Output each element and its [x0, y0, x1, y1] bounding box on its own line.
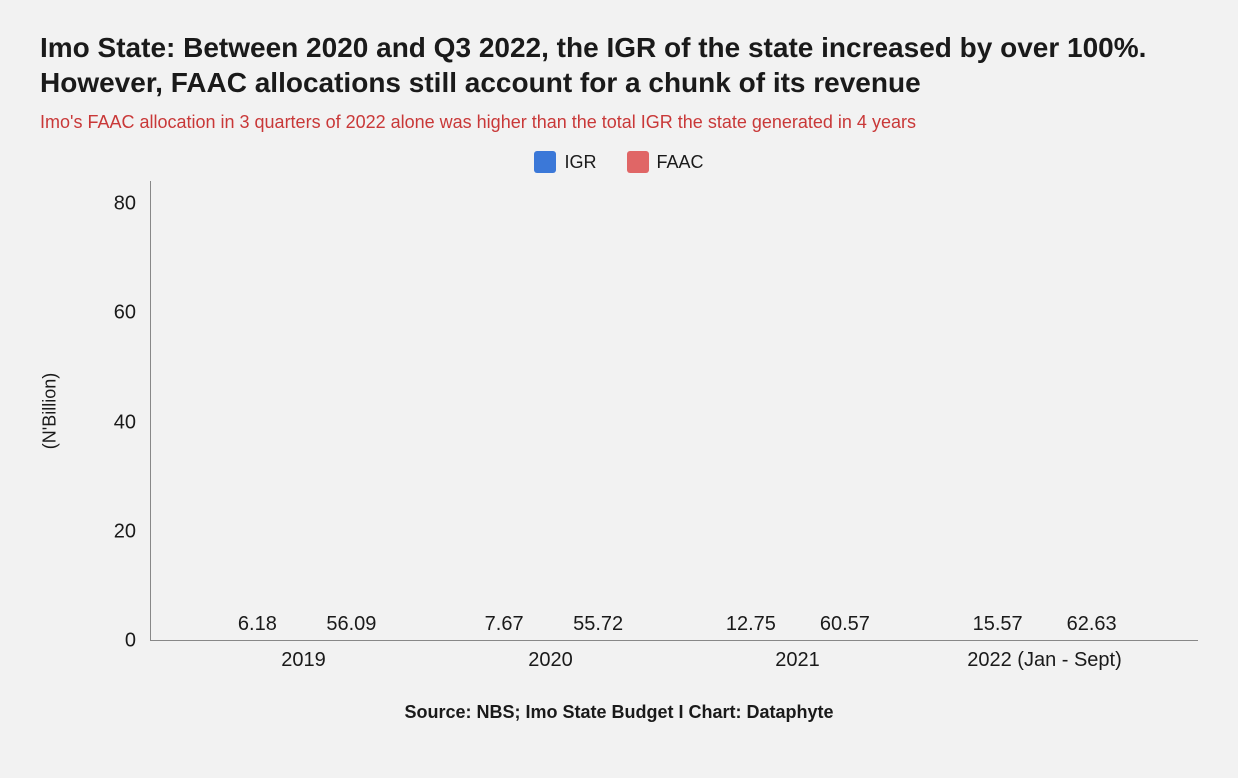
bar-value-label: 7.67: [485, 613, 524, 636]
x-tick-label: 2020: [427, 649, 674, 672]
x-axis-labels: 2019202020212022 (Jan - Sept): [150, 641, 1198, 672]
y-axis-ticks: 806040200: [60, 181, 150, 641]
y-axis-label: (N'Billion): [40, 373, 61, 449]
bar-value-label: 56.09: [326, 613, 376, 636]
legend-label-igr: IGR: [564, 152, 596, 173]
y-tick: 20: [114, 520, 136, 543]
bar-value-label: 55.72: [573, 613, 623, 636]
chart-subtitle: Imo's FAAC allocation in 3 quarters of 2…: [40, 112, 1198, 133]
y-tick: 40: [114, 411, 136, 434]
y-tick: 80: [114, 193, 136, 216]
plot-area: 6.18 56.09 7.67 55.72 12.75 60.57 15.57 62.63: [150, 181, 1198, 641]
legend-swatch-igr: [534, 151, 556, 173]
legend: IGR FAAC: [40, 151, 1198, 173]
bar-value-label: 15.57: [973, 613, 1023, 636]
chart-area: (N'Billion) 806040200 6.1856.097.6755.72…: [60, 181, 1198, 641]
x-tick-label: 2019: [180, 649, 427, 672]
legend-item-faac: FAAC: [627, 151, 704, 173]
x-tick-label: 2021: [674, 649, 921, 672]
chart-title: Imo State: Between 2020 and Q3 2022, the…: [40, 30, 1198, 100]
bar-value-label: 6.18: [238, 613, 277, 636]
y-tick: 60: [114, 302, 136, 325]
y-tick: 0: [125, 630, 136, 653]
legend-label-faac: FAAC: [657, 152, 704, 173]
bar-value-label: 12.75: [726, 613, 776, 636]
bar-value-label: 60.57: [820, 613, 870, 636]
legend-swatch-faac: [627, 151, 649, 173]
legend-item-igr: IGR: [534, 151, 596, 173]
x-tick-label: 2022 (Jan - Sept): [921, 649, 1168, 672]
bar-value-label: 62.63: [1067, 613, 1117, 636]
source-caption: Source: NBS; Imo State Budget I Chart: D…: [40, 702, 1198, 723]
